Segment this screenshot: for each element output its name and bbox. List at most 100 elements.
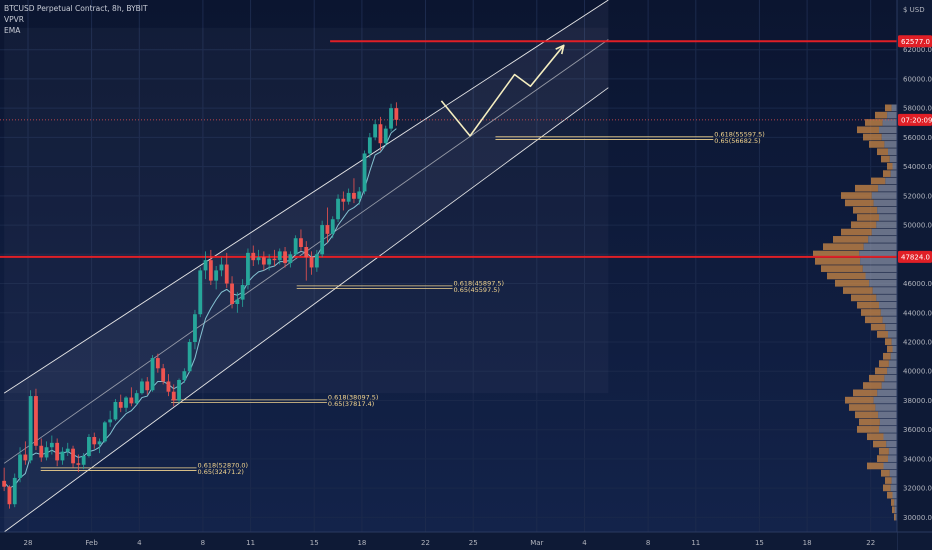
- candle[interactable]: [44, 441, 49, 461]
- candle[interactable]: [299, 229, 303, 252]
- candle[interactable]: [330, 216, 335, 239]
- candle[interactable]: [118, 394, 123, 413]
- candle[interactable]: [92, 432, 97, 449]
- candle[interactable]: [219, 257, 224, 277]
- candle[interactable]: [177, 378, 181, 404]
- candle-body: [118, 401, 123, 408]
- volume-bar-down: [868, 236, 897, 243]
- time-axis[interactable]: 28 Feb 4 8 11 15 18 22 25 Mar 4 8 11 15 18 22: [0, 531, 932, 550]
- candle[interactable]: [18, 447, 22, 483]
- candle[interactable]: [155, 353, 160, 373]
- candle[interactable]: [187, 339, 192, 373]
- candle[interactable]: [246, 248, 250, 290]
- candle[interactable]: [161, 363, 166, 385]
- candle[interactable]: [55, 438, 60, 467]
- volume-bar-down: [889, 469, 897, 477]
- candle[interactable]: [394, 102, 399, 126]
- candle[interactable]: [34, 388, 38, 451]
- legend-indicator-vpvr[interactable]: VPVR: [4, 15, 24, 24]
- candle-body: [124, 397, 128, 408]
- candle[interactable]: [2, 467, 7, 492]
- candle[interactable]: [108, 410, 113, 427]
- candle[interactable]: [240, 279, 245, 307]
- candle[interactable]: [7, 485, 12, 509]
- candle[interactable]: [272, 249, 277, 266]
- candle[interactable]: [49, 435, 54, 455]
- candle[interactable]: [224, 252, 229, 288]
- candle[interactable]: [389, 103, 393, 132]
- volume-bar-down: [884, 374, 897, 382]
- candle[interactable]: [357, 187, 362, 205]
- candle-body: [394, 108, 399, 120]
- candle[interactable]: [97, 438, 102, 454]
- candle[interactable]: [304, 241, 309, 281]
- ema-line[interactable]: [3, 128, 397, 489]
- candle[interactable]: [124, 396, 128, 413]
- candle[interactable]: [129, 387, 134, 407]
- volume-bar-up: [849, 404, 876, 411]
- candle[interactable]: [166, 374, 171, 397]
- candle[interactable]: [203, 251, 208, 280]
- candle[interactable]: [76, 454, 81, 473]
- candle[interactable]: [378, 116, 383, 151]
- candle[interactable]: [352, 178, 356, 204]
- candle[interactable]: [251, 245, 256, 266]
- candle[interactable]: [288, 251, 293, 268]
- candle[interactable]: [208, 249, 213, 285]
- candle[interactable]: [261, 251, 266, 271]
- candle[interactable]: [320, 220, 325, 258]
- candle[interactable]: [325, 207, 330, 243]
- candle[interactable]: [87, 434, 91, 458]
- candle[interactable]: [171, 384, 176, 407]
- candle[interactable]: [12, 473, 17, 508]
- candle[interactable]: [309, 251, 314, 275]
- horizontal-levels[interactable]: [0, 40, 897, 258]
- candle[interactable]: [373, 119, 378, 141]
- projection-path[interactable]: [440, 44, 565, 137]
- candle[interactable]: [362, 150, 367, 195]
- candle[interactable]: [293, 235, 298, 256]
- channel-lower-line[interactable]: [3, 87, 609, 533]
- candle[interactable]: [214, 266, 219, 290]
- candle[interactable]: [81, 453, 86, 470]
- candle[interactable]: [277, 248, 282, 265]
- candle-body: [367, 137, 372, 154]
- candle[interactable]: [267, 254, 272, 271]
- candle[interactable]: [314, 249, 319, 272]
- candle[interactable]: [198, 267, 203, 318]
- channel-upper-line[interactable]: [3, 0, 609, 394]
- candle[interactable]: [336, 194, 340, 223]
- candle[interactable]: [383, 125, 388, 147]
- candle[interactable]: [256, 249, 261, 265]
- candle[interactable]: [341, 191, 346, 211]
- plot-area[interactable]: [0, 0, 897, 532]
- candle[interactable]: [71, 445, 75, 468]
- volume-bar-down: [894, 499, 897, 506]
- candles[interactable]: [2, 102, 399, 509]
- candle[interactable]: [134, 390, 139, 405]
- candle[interactable]: [102, 420, 107, 443]
- candle[interactable]: [193, 309, 197, 350]
- candle[interactable]: [65, 442, 70, 456]
- candle[interactable]: [367, 133, 372, 158]
- candle[interactable]: [28, 390, 33, 464]
- price-axis[interactable]: $ USD 62000.0 60000.0 58000.0 56000.0 54000.0…: [896, 0, 932, 550]
- candle[interactable]: [235, 292, 240, 313]
- candle[interactable]: [145, 377, 150, 395]
- candle[interactable]: [60, 447, 65, 465]
- volume-profile: [813, 104, 897, 521]
- fib-levels[interactable]: 0.618(52870.0)0.65(32471.2) 0.618(38097.5…: [40, 131, 765, 477]
- candle[interactable]: [150, 355, 155, 392]
- candle[interactable]: [39, 438, 44, 462]
- candle[interactable]: [182, 368, 187, 383]
- candle[interactable]: [346, 188, 351, 205]
- candle[interactable]: [113, 399, 118, 421]
- legend-symbol[interactable]: BTCUSD Perpetual Contract, 8h, BYBIT: [4, 4, 148, 13]
- candle[interactable]: [230, 276, 234, 309]
- candle[interactable]: [140, 378, 144, 395]
- legend-indicator-ema[interactable]: EMA: [4, 26, 21, 35]
- candle[interactable]: [283, 247, 287, 268]
- candle[interactable]: [23, 441, 28, 465]
